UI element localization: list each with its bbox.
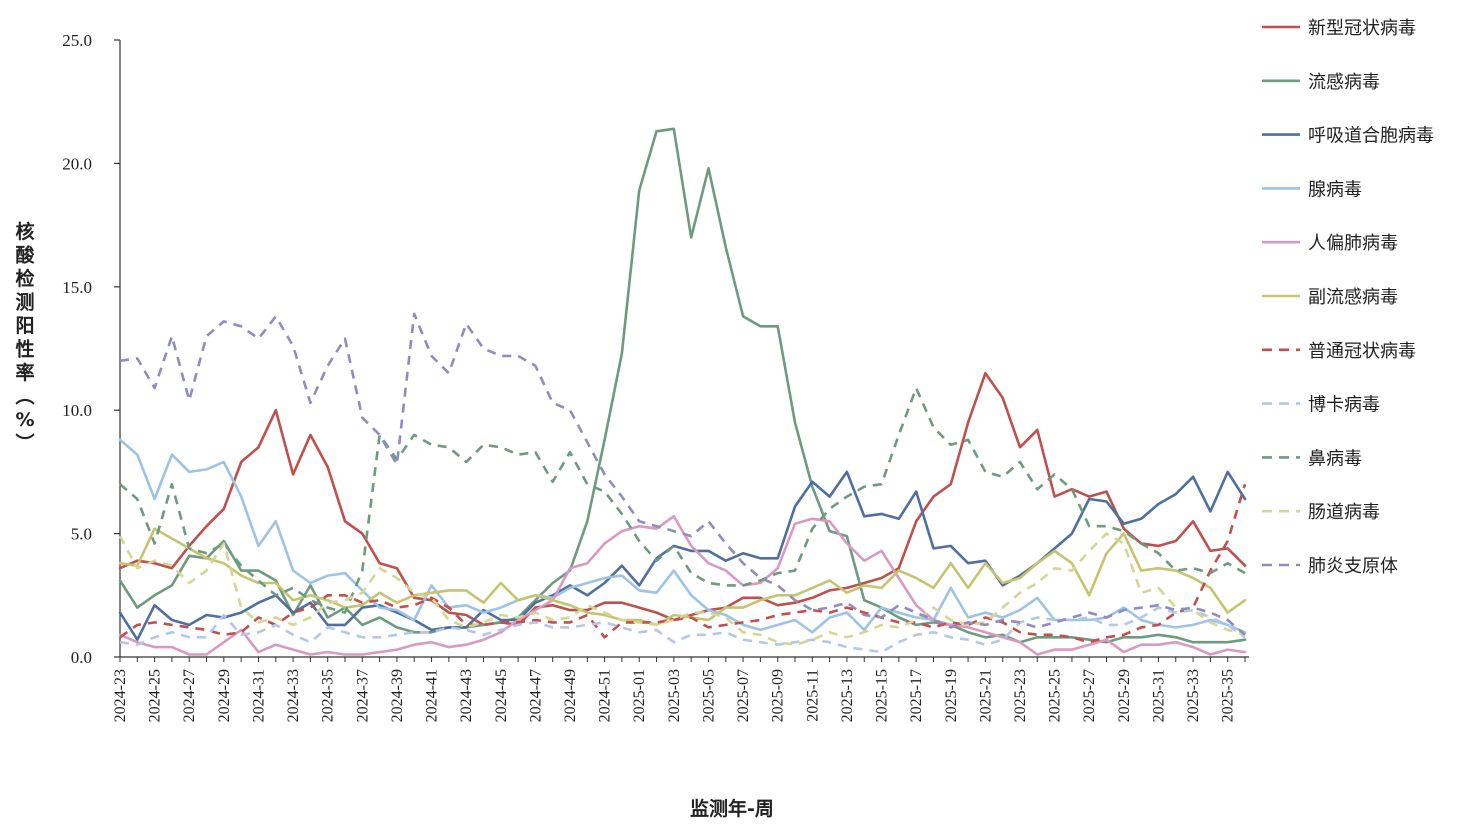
y-tick-label: 20.0 [62, 154, 92, 173]
series-line-11 [119, 312, 1246, 636]
x-tick-label: 2024-23 [112, 669, 129, 722]
x-tick-label: 2025-15 [874, 669, 891, 722]
legend-item: 肠道病毒 [1262, 502, 1380, 523]
legend: 新型冠状病毒流感病毒呼吸道合胞病毒腺病毒人偏肺病毒副流感病毒普通冠状病毒博卡病毒… [1262, 18, 1434, 577]
series-line-4 [118, 438, 1247, 634]
legend-label: 肠道病毒 [1308, 502, 1380, 523]
x-tick-label: 2024-29 [216, 669, 233, 722]
legend-label: 副流感病毒 [1308, 287, 1398, 308]
y-axis-title-char: 检 [15, 267, 34, 290]
legend-label: 普通冠状病毒 [1308, 341, 1416, 362]
series-line-8 [119, 606, 1246, 654]
legend-label: 肺炎支原体 [1308, 556, 1398, 577]
series-line-6 [118, 527, 1247, 627]
x-tick-label: 2024-47 [527, 669, 544, 722]
y-tick-label: 0.0 [71, 648, 92, 667]
y-tick-label: 5.0 [71, 525, 92, 544]
y-axis-title-char: ） [13, 433, 36, 452]
series-line-9 [119, 386, 1246, 614]
x-axis-title: 监测年-周 [690, 797, 774, 820]
x-tick-label: 2024-39 [389, 669, 406, 722]
x-tick-label: 2024-51 [597, 669, 614, 722]
x-tick-label: 2024-27 [181, 669, 198, 722]
legend-item: 普通冠状病毒 [1262, 341, 1416, 362]
x-tick-label: 2024-31 [250, 669, 267, 722]
series-line-1 [118, 371, 1247, 627]
legend-label: 腺病毒 [1308, 179, 1362, 200]
x-tick-label: 2025-23 [1012, 669, 1029, 722]
legend-item: 流感病毒 [1262, 72, 1380, 93]
legend-item: 肺炎支原体 [1262, 556, 1398, 577]
x-tick-label: 2025-09 [770, 669, 787, 722]
y-axis-title-char: % [15, 409, 34, 431]
y-axis: 0.0 5.0 10.0 15.0 20.0 25.0 [62, 31, 121, 667]
y-tick-label: 10.0 [62, 401, 92, 420]
x-tick-label: 2024-45 [493, 669, 510, 722]
legend-item: 腺病毒 [1262, 179, 1362, 200]
x-tick-label: 2025-17 [908, 669, 925, 722]
y-axis-title-char: 阳 [15, 315, 34, 337]
legend-label: 鼻病毒 [1308, 448, 1362, 469]
x-tick-label: 2025-21 [977, 669, 994, 722]
legend-item: 鼻病毒 [1262, 448, 1362, 469]
series-line-7 [119, 483, 1247, 644]
x-tick-label: 2025-29 [1116, 669, 1133, 722]
series-layer [118, 127, 1247, 656]
x-tick-label: 2025-19 [943, 669, 960, 722]
x-tick-label: 2024-43 [458, 669, 475, 722]
x-tick-label: 2024-25 [147, 669, 164, 722]
y-tick-label: 15.0 [62, 278, 92, 297]
x-tick-label: 2025-11 [804, 669, 821, 722]
x-tick-label: 2025-27 [1081, 669, 1098, 722]
y-axis-title-char: （ [13, 386, 36, 405]
series-line-3 [118, 470, 1247, 642]
y-axis-title-char: 酸 [15, 244, 35, 267]
legend-item: 副流感病毒 [1262, 287, 1398, 308]
x-tick-label: 2025-07 [735, 669, 752, 722]
y-axis-title-char: 性 [15, 338, 34, 361]
x-axis: 2024-23 2024-25 2024-27 2024-29 2024-31 2024-… [112, 656, 1249, 722]
series-line-2 [118, 127, 1247, 644]
legend-label: 呼吸道合胞病毒 [1308, 126, 1434, 147]
x-tick-label: 2024-33 [285, 669, 302, 722]
x-tick-label: 2025-35 [1220, 669, 1237, 722]
legend-item: 新型冠状病毒 [1262, 18, 1416, 39]
legend-label: 人偏肺病毒 [1308, 233, 1398, 254]
legend-label: 博卡病毒 [1308, 395, 1380, 416]
y-axis-title-char: 率 [15, 361, 34, 384]
x-tick-label: 2025-13 [839, 669, 856, 722]
series-line-5 [118, 514, 1247, 656]
y-tick-label: 25.0 [62, 31, 92, 50]
y-axis-title-char: 核 [15, 220, 34, 243]
x-tick-label: 2025-31 [1150, 669, 1167, 722]
x-tick-label: 2024-37 [354, 669, 371, 722]
series-line-10 [118, 532, 1246, 647]
legend-label: 流感病毒 [1308, 72, 1380, 93]
legend-label: 新型冠状病毒 [1308, 18, 1416, 39]
y-axis-title-char: 测 [15, 292, 34, 314]
x-tick-label: 2025-01 [631, 669, 648, 722]
x-tick-label: 2025-25 [1047, 669, 1064, 722]
x-tick-label: 2025-03 [666, 669, 683, 722]
legend-item: 博卡病毒 [1262, 395, 1380, 416]
legend-item: 呼吸道合胞病毒 [1262, 126, 1434, 147]
legend-item: 人偏肺病毒 [1262, 233, 1398, 254]
x-tick-label: 2024-49 [562, 669, 579, 722]
x-tick-label: 2025-33 [1185, 669, 1202, 722]
x-tick-label: 2025-05 [700, 669, 717, 722]
x-tick-label: 2024-41 [424, 669, 441, 722]
x-tick-label: 2024-35 [320, 669, 337, 722]
